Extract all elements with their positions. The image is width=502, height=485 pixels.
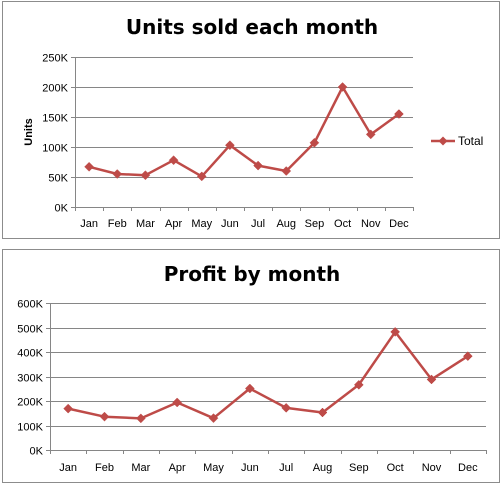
x-tick-label: Sep — [305, 218, 325, 230]
x-tick-label: Jan — [59, 462, 77, 474]
y-tick-label: 50K — [48, 173, 68, 185]
data-point — [353, 379, 364, 390]
x-tick-label: Oct — [334, 218, 351, 230]
data-point — [168, 155, 179, 166]
data-point — [112, 169, 123, 179]
data-point — [244, 383, 255, 394]
x-tick-label: Feb — [108, 218, 127, 230]
x-tick-label: Apr — [165, 218, 182, 230]
x-tick-label: Nov — [361, 218, 381, 230]
legend-label: Total — [458, 134, 483, 148]
x-tick-label: Oct — [387, 462, 404, 474]
y-tick-label: 600K — [17, 299, 43, 311]
data-point — [309, 137, 320, 148]
chart-title: Profit by month — [164, 262, 341, 286]
x-tick-label: Jan — [80, 218, 98, 230]
series-line — [88, 85, 400, 178]
series-line — [67, 330, 469, 420]
data-point — [208, 413, 219, 424]
data-point — [172, 397, 183, 408]
data-point — [135, 413, 146, 424]
x-tick-label: Aug — [276, 218, 296, 230]
y-tick-label: 150K — [42, 113, 68, 125]
chart-title: Units sold each month — [126, 15, 378, 39]
y-tick-label: 200K — [42, 83, 68, 95]
units-chart: Units sold each month Units 0K 50K 100K 150… — [23, 15, 483, 230]
profit-chart-panel: Profit by month 0K 100K 200K 300K 400K 500K 60… — [2, 249, 500, 483]
data-point — [253, 160, 263, 171]
x-tick-label: Sep — [349, 462, 369, 474]
data-point — [225, 140, 235, 151]
data-point — [196, 171, 207, 182]
x-tick-label: Feb — [95, 462, 114, 474]
data-point — [99, 411, 110, 422]
x-tick-label: Jun — [241, 462, 259, 474]
y-tick-label: 250K — [42, 53, 68, 65]
data-point — [462, 351, 473, 362]
x-tick-label: Jul — [251, 218, 265, 230]
legend-marker — [438, 136, 448, 146]
data-point — [317, 407, 328, 418]
data-point — [281, 166, 292, 176]
data-point — [281, 403, 292, 413]
y-tick-label: 0K — [55, 203, 69, 215]
data-point — [84, 161, 94, 172]
y-tick-label: 0K — [30, 446, 44, 458]
legend: Total — [431, 134, 483, 148]
x-tick-label: Jul — [279, 462, 293, 474]
profit-chart: Profit by month 0K 100K 200K 300K 400K 500K 60… — [17, 262, 487, 474]
y-tick-label: 300K — [17, 373, 43, 385]
data-point — [140, 170, 151, 181]
x-tick-label: Nov — [422, 462, 442, 474]
x-tick-label: May — [191, 218, 212, 230]
data-point — [365, 129, 376, 140]
data-point — [394, 109, 404, 119]
y-tick-label: 100K — [17, 422, 43, 434]
x-tick-label: Dec — [458, 462, 478, 474]
x-tick-label: May — [203, 462, 224, 474]
units-chart-panel: Units sold each month Units 0K 50K 100K 150… — [2, 1, 500, 239]
x-tick-label: Mar — [131, 462, 150, 474]
x-tick-label: Jun — [221, 218, 239, 230]
y-tick-label: 500K — [17, 324, 43, 336]
y-tick-label: 400K — [17, 348, 43, 360]
y-tick-label: 200K — [17, 397, 43, 409]
data-point — [426, 374, 437, 385]
x-tick-label: Dec — [389, 218, 409, 230]
x-tick-label: Apr — [169, 462, 186, 474]
data-point — [337, 82, 348, 92]
y-tick-label: 100K — [42, 143, 68, 155]
x-tick-label: Aug — [313, 462, 333, 474]
y-axis-title: Units — [23, 118, 35, 146]
x-tick-label: Mar — [136, 218, 155, 230]
data-point — [390, 327, 401, 337]
data-point — [63, 403, 74, 414]
